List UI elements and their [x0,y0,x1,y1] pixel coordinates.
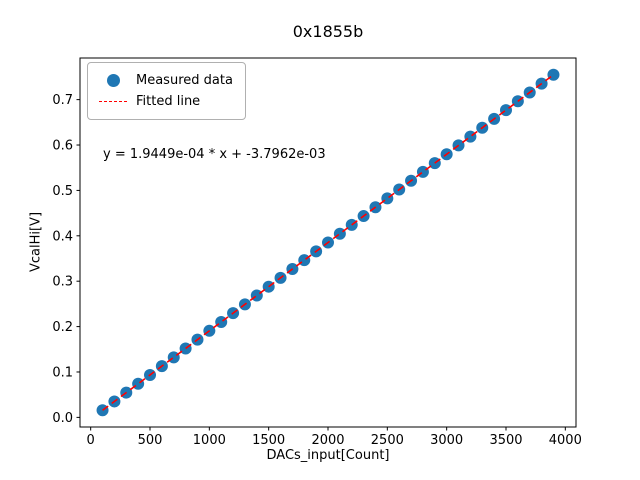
data-point [167,351,180,364]
legend-item-measured-data: Measured data [98,70,233,91]
dashed-line-icon [99,101,127,102]
data-point [499,104,512,117]
x-tick-label: 1500 [252,433,285,448]
y-tick-label: 0.7 [52,93,73,108]
scatter-marker-icon [106,74,120,87]
x-tick-label: 2000 [311,433,344,448]
fitted-line [102,74,554,411]
y-tick-label: 0.4 [52,229,73,244]
data-point [298,254,311,267]
x-tick-label: 4000 [549,433,582,448]
y-tick-label: 0.3 [52,275,73,290]
data-point [215,316,228,329]
x-tick-label: 1000 [193,433,226,448]
x-tick-label: 3500 [489,433,522,448]
y-tick-label: 0.2 [52,320,73,335]
y-tick-label: 0.1 [52,365,73,380]
y-tick-label: 0.5 [52,184,73,199]
data-point [333,227,346,240]
y-axis-label: VcalHi[V] [28,211,44,273]
data-point [132,377,145,390]
data-point [464,130,477,143]
legend: Measured data Fitted line [87,62,246,120]
y-tick-label: 0.6 [52,139,73,154]
chart-title: 0x1855b [292,22,364,41]
x-tick-label: 3000 [430,433,463,448]
fit-equation-annotation: y = 1.9449e-04 * x + -3.7962e-03 [103,147,326,162]
x-tick-label: 2500 [371,433,404,448]
legend-label: Fitted line [136,94,201,109]
data-point [416,165,429,178]
x-tick-label: 500 [138,433,163,448]
data-point [250,289,263,302]
y-tick-label: 0.0 [52,411,73,426]
legend-item-fitted-line: Fitted line [98,91,233,112]
legend-label: Measured data [136,73,233,88]
data-point [381,192,394,205]
x-tick-label: 0 [87,433,95,448]
x-axis-label: DACs_input[Count] [266,448,390,463]
data-point [547,68,560,81]
